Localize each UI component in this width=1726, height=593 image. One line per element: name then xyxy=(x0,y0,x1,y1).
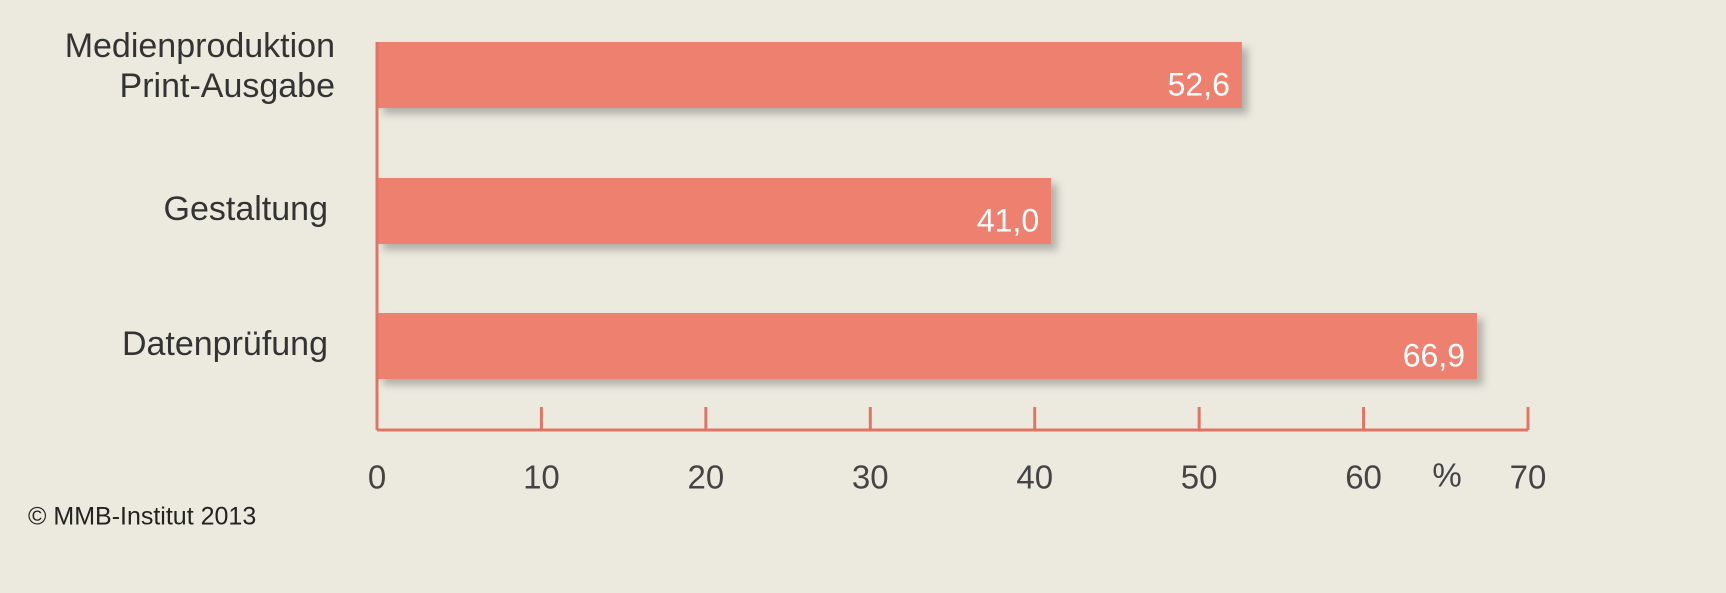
source: © MMB-Institut 2013 xyxy=(28,503,256,531)
x-tick-label: 50 xyxy=(1181,459,1218,496)
category-label: Datenprüfung xyxy=(122,325,328,363)
x-tick-label: 20 xyxy=(687,459,724,496)
bar xyxy=(377,42,1242,108)
category-label: Gestaltung xyxy=(164,190,328,228)
x-tick-label: 10 xyxy=(523,459,560,496)
bar xyxy=(377,313,1478,379)
bar xyxy=(377,178,1052,244)
x-tick-label: 0 xyxy=(368,459,386,496)
x-tick-label: 60 xyxy=(1345,459,1382,496)
value-label: 66,9 xyxy=(1403,337,1465,373)
x-tick-label: 40 xyxy=(1016,459,1053,496)
x-tick-label: 30 xyxy=(852,459,889,496)
category-label: Medienproduktion Print-Ausgabe xyxy=(65,27,335,105)
x-tick-label: 70 xyxy=(1510,459,1547,496)
unit-label: % xyxy=(1432,457,1461,494)
value-label: 52,6 xyxy=(1168,66,1230,102)
value-label: 41,0 xyxy=(977,202,1039,238)
